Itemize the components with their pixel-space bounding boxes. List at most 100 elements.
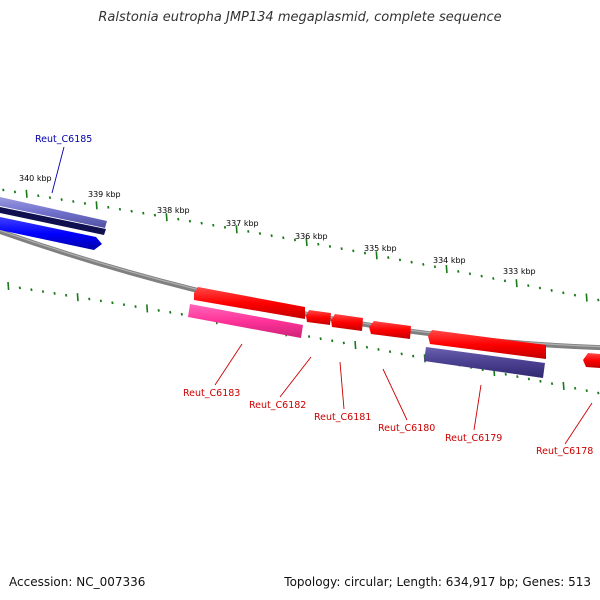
gene-Reut_C6178-shape [583, 353, 600, 368]
lower-scale-tick [180, 312, 184, 316]
upper-scale-tick [573, 293, 577, 297]
upper-scale-tick [48, 196, 52, 200]
scale-label-339: 339 kbp [88, 190, 121, 199]
upper-scale-tick [25, 189, 28, 198]
lower-scale-tick [76, 293, 79, 302]
lower-scale-tick [134, 305, 137, 308]
feature-navy [424, 347, 545, 378]
lower-scale-tick [585, 389, 588, 393]
lower-scale-tick [377, 348, 380, 351]
upper-scale-tick [492, 277, 495, 280]
scale-label-337: 337 kbp [226, 219, 259, 228]
lower-scale-tick [122, 303, 126, 307]
scale-label-338: 338 kbp [157, 206, 190, 215]
upper-scale-tick [60, 198, 63, 201]
gene-label-Reut_C6181[interactable]: Reut_C6181 [314, 412, 371, 423]
lower-scale-tick [307, 335, 311, 338]
leader-Reut_C6178 [564, 402, 593, 445]
scale-label-336: 336 kbp [295, 232, 328, 241]
lower-scale-tick [539, 379, 542, 383]
upper-scale-tick [37, 194, 40, 198]
upper-scale-tick [562, 291, 565, 295]
upper-scale-tick [305, 238, 308, 247]
lower-scale-tick [388, 350, 392, 354]
feature-magenta [188, 304, 303, 338]
upper-scale-tick [130, 209, 133, 213]
gene-label-Reut_C6179[interactable]: Reut_C6179 [445, 433, 502, 444]
lower-scale-tick [53, 291, 56, 295]
upper-scale-tick [317, 242, 320, 246]
upper-scale-tick [258, 232, 262, 235]
gene-label-Reut_C6185[interactable]: Reut_C6185 [35, 134, 92, 145]
upper-scale-tick [83, 202, 87, 205]
upper-scale-tick [398, 258, 402, 262]
upper-scale-tick [200, 221, 203, 225]
lower-scale-tick [99, 299, 103, 303]
lower-scale-tick [550, 382, 554, 386]
lower-scale-tick [516, 375, 519, 379]
lower-scale-tick [562, 381, 565, 391]
upper-scale-tick [527, 284, 530, 288]
upper-scale-tick [223, 225, 227, 229]
upper-scale-tick [550, 288, 553, 292]
lower-scale-tick [18, 286, 22, 290]
upper-scale-tick [270, 234, 273, 238]
gene-Reut_C6180-shape [369, 321, 411, 339]
lower-scale-tick [30, 288, 33, 292]
lower-scale-tick [88, 297, 91, 301]
gene-label-Reut_C6178[interactable]: Reut_C6178 [536, 446, 593, 457]
lower-scale-tick [319, 337, 322, 341]
upper-scale-tick [410, 260, 413, 264]
leader-Reut_C6185 [51, 146, 65, 194]
gene-Reut_C6183-shape [194, 287, 305, 319]
accession-label: Accession: NC_007336 [9, 575, 146, 589]
upper-scale-tick [468, 272, 472, 276]
lower-scale-tick [527, 377, 531, 381]
upper-scale-tick [13, 190, 17, 194]
upper-scale-tick [340, 247, 343, 251]
upper-scale-tick [480, 274, 483, 278]
lower-scale-tick [111, 301, 114, 305]
lower-scale-tick [157, 308, 160, 312]
feature-blue-arrow [0, 217, 102, 250]
upper-scale-tick [177, 217, 180, 221]
upper-scale-tick [235, 225, 238, 234]
upper-scale-tick [118, 207, 122, 211]
feature-dark-navy [0, 207, 106, 235]
gene-Reut_C6181-shape [331, 314, 363, 331]
lower-scale-tick [64, 293, 68, 297]
lower-scale-tick [7, 281, 10, 291]
upper-scale-tick [165, 213, 168, 222]
lower-scale-tick [504, 372, 507, 376]
upper-scale-tick [95, 201, 98, 210]
gene-label-Reut_C6180[interactable]: Reut_C6180 [378, 423, 435, 434]
upper-scale-tick [328, 245, 332, 248]
upper-scale-tick [188, 219, 192, 223]
feature-purple-light [0, 197, 107, 228]
gene-Reut_C6179-shape [428, 330, 546, 359]
lower-scale-tick [169, 310, 172, 314]
lower-scale-tick [342, 341, 345, 345]
lower-scale-tick [146, 304, 149, 313]
upper-scale-tick [212, 223, 215, 227]
lower-scale-tick [573, 386, 577, 390]
gene-label-Reut_C6183[interactable]: Reut_C6183 [183, 388, 240, 399]
map-title: Ralstonia eutropha JMP134 megaplasmid, c… [98, 10, 502, 25]
upper-scale-tick [142, 211, 145, 215]
upper-scale-tick [2, 188, 5, 192]
scale-ticks-upper [2, 188, 600, 302]
leader-Reut_C6180 [382, 368, 408, 421]
leader-Reut_C6179 [473, 384, 482, 431]
upper-scale-tick [515, 279, 518, 288]
upper-scale-tick [433, 265, 437, 269]
upper-scale-tick [293, 238, 297, 242]
upper-scale-tick [538, 286, 542, 290]
lower-scale-tick [365, 345, 369, 349]
scale-label-333: 333 kbp [503, 267, 536, 276]
lower-scale-tick [331, 339, 334, 343]
scale-label-334: 334 kbp [433, 256, 466, 265]
gene-label-Reut_C6182[interactable]: Reut_C6182 [249, 400, 306, 411]
leader-Reut_C6182 [279, 356, 312, 398]
upper-scale-tick [72, 200, 75, 203]
